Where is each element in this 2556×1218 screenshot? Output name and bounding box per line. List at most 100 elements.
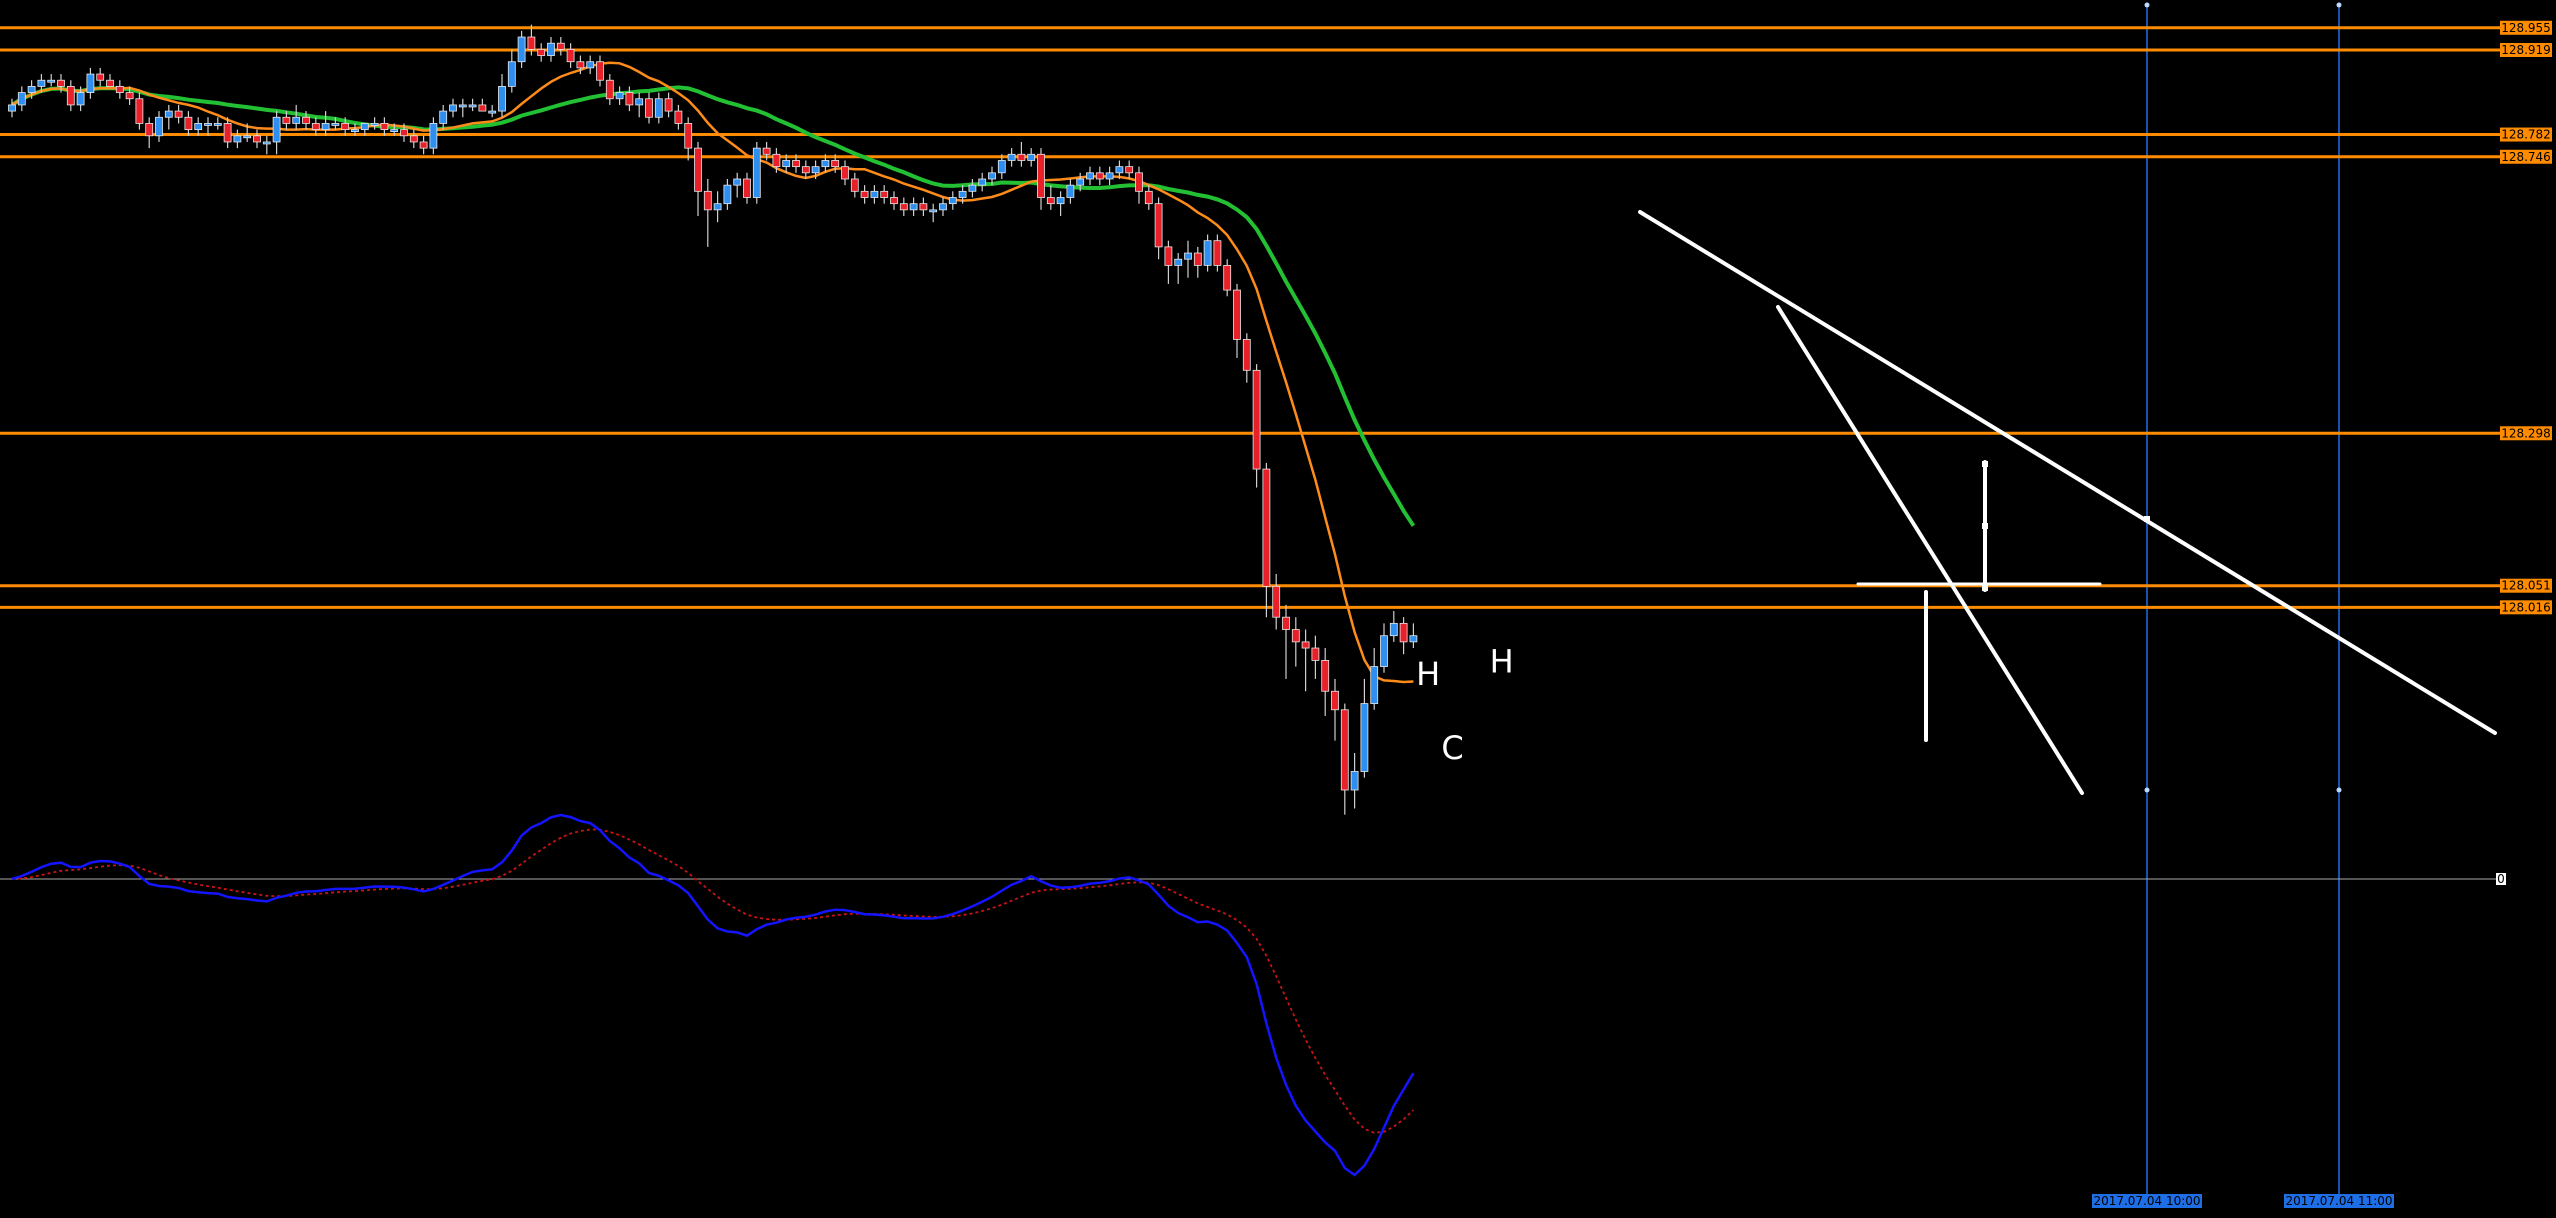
bear-candle[interactable] [115,86,124,93]
bear-candle[interactable] [860,190,869,198]
bear-candle[interactable] [409,135,418,143]
bull-candle[interactable] [76,92,85,106]
bear-candle[interactable] [1291,629,1300,643]
bull-candle[interactable] [939,203,947,211]
bear-candle[interactable] [556,42,565,50]
bull-candle[interactable] [1203,240,1212,266]
bear-candle[interactable] [1154,203,1163,248]
bear-candle[interactable] [125,92,134,100]
bear-candle[interactable] [664,98,673,112]
time-marker-handle[interactable] [2144,787,2150,793]
bear-candle[interactable] [1399,622,1408,643]
bear-candle[interactable] [1046,197,1055,205]
object-handle[interactable] [1982,523,1988,529]
bull-candle[interactable] [243,135,252,139]
bull-candle[interactable] [1174,258,1183,266]
bull-candle[interactable] [390,129,399,133]
bull-candle[interactable] [458,104,467,108]
bear-candle[interactable] [743,178,751,198]
bull-candle[interactable] [958,190,967,198]
bull-candle[interactable] [1007,153,1016,161]
bear-candle[interactable] [1242,339,1251,371]
bull-candle[interactable] [978,178,987,186]
oscillator-main-line[interactable] [11,813,1415,1177]
bear-candle[interactable] [223,123,232,143]
bull-candle[interactable] [870,190,879,198]
bear-candle[interactable] [106,79,114,87]
bull-candle[interactable] [86,73,95,93]
bear-candle[interactable] [899,203,908,211]
bear-candle[interactable] [694,147,702,192]
bull-candle[interactable] [1105,172,1114,180]
object-handle[interactable] [2144,516,2150,522]
bull-candle[interactable] [1370,666,1379,704]
bull-candle[interactable] [351,129,359,133]
bull-candle[interactable] [8,104,16,112]
object-handle[interactable] [1982,461,1988,467]
bear-candle[interactable] [1233,289,1241,340]
bull-candle[interactable] [213,123,222,126]
bull-candle[interactable] [1380,635,1388,667]
trendline-lower[interactable] [1776,305,2084,795]
bear-candle[interactable] [1017,153,1026,161]
bear-candle[interactable] [841,166,849,180]
bear-candle[interactable] [1252,369,1261,470]
bear-candle[interactable] [1262,468,1271,587]
bear-candle[interactable] [772,153,781,168]
bear-candle[interactable] [1282,616,1290,630]
oscillator-signal-line[interactable] [11,828,1415,1134]
bear-candle[interactable] [1037,153,1045,198]
bear-candle[interactable] [684,123,693,149]
bear-candle[interactable] [890,197,898,205]
bear-candle[interactable] [919,203,928,211]
bull-candle[interactable] [997,160,1006,174]
bull-candle[interactable] [262,141,271,145]
bull-candle[interactable] [723,184,732,205]
bear-candle[interactable] [1135,172,1143,192]
bear-candle[interactable] [1340,709,1349,791]
bear-candle[interactable] [1311,647,1320,661]
bear-candle[interactable] [1164,246,1173,266]
bear-candle[interactable] [703,190,712,211]
bull-candle[interactable] [547,42,555,56]
bull-candle[interactable] [204,123,212,126]
bull-candle[interactable] [811,166,820,174]
bear-candle[interactable] [527,36,536,50]
bull-candle[interactable] [586,61,595,69]
bull-candle[interactable] [654,98,663,118]
bull-candle[interactable] [47,79,56,83]
bull-candle[interactable] [948,197,957,205]
bear-candle[interactable] [380,123,389,131]
bull-candle[interactable] [1056,197,1065,205]
bear-candle[interactable] [1223,264,1232,291]
bear-candle[interactable] [1193,252,1202,266]
bull-candle[interactable] [1115,166,1124,174]
bear-candle[interactable] [1331,690,1339,711]
bear-candle[interactable] [1213,240,1222,266]
bull-candle[interactable] [733,178,742,186]
bull-candle[interactable] [194,123,203,131]
bull-candle[interactable] [635,98,644,106]
bear-candle[interactable] [792,160,800,168]
time-marker-handle[interactable] [2336,787,2342,793]
bear-candle[interactable] [66,86,75,106]
bull-candle[interactable] [233,135,242,143]
bear-candle[interactable] [57,79,65,87]
bear-candle[interactable] [478,104,487,112]
bear-candle[interactable] [1125,166,1134,174]
bull-candle[interactable] [1086,172,1094,180]
ma-slow-line[interactable] [10,85,1416,527]
bull-candle[interactable] [752,147,761,198]
bear-candle[interactable] [253,135,261,143]
bull-candle[interactable] [272,116,281,143]
bull-candle[interactable] [909,203,918,211]
bear-candle[interactable] [674,110,683,124]
bull-candle[interactable] [37,79,46,87]
bull-candle[interactable] [449,104,457,112]
bull-candle[interactable] [1350,771,1359,791]
bull-candle[interactable] [988,172,996,180]
bear-candle[interactable] [625,92,634,106]
trendline-upper[interactable] [1638,210,2497,735]
bull-candle[interactable] [164,110,173,118]
